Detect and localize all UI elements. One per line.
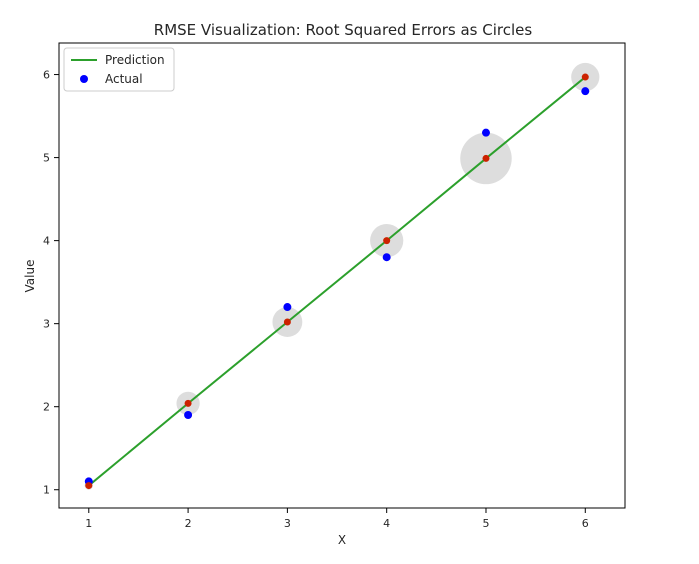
y-tick-label: 3	[43, 318, 50, 331]
x-tick-label: 5	[482, 517, 489, 530]
predicted-point	[184, 399, 192, 407]
predicted-point	[283, 318, 291, 326]
x-tick-label: 6	[582, 517, 589, 530]
x-tick-label: 3	[284, 517, 291, 530]
y-tick-label: 5	[43, 152, 50, 165]
prediction-line	[88, 76, 586, 487]
plot-frame	[58, 42, 626, 509]
data-points	[84, 73, 590, 490]
y-axis-ticks: 1 2 3 4 5 6	[43, 69, 59, 497]
x-axis-ticks: 1 2 3 4 5 6	[85, 508, 589, 530]
actual-point	[184, 411, 193, 419]
predicted-point	[581, 73, 589, 81]
x-tick-label: 1	[85, 517, 92, 530]
actual-point	[283, 303, 292, 312]
y-tick-label: 2	[43, 401, 50, 414]
actual-point	[382, 253, 391, 262]
x-axis-label: X	[338, 533, 346, 547]
prediction-line-layer	[88, 76, 586, 487]
predicted-point	[383, 237, 391, 245]
actual-point	[481, 128, 490, 137]
predicted-point	[85, 482, 93, 490]
y-tick-label: 4	[43, 235, 50, 248]
legend-actual-swatch	[80, 75, 88, 83]
y-tick-label: 1	[43, 484, 50, 497]
y-axis-label: Value	[23, 260, 37, 293]
legend: Prediction Actual	[63, 47, 175, 92]
actual-point	[581, 87, 590, 96]
x-tick-label: 4	[383, 517, 390, 530]
chart-title: RMSE Visualization: Root Squared Errors …	[154, 21, 533, 39]
legend-actual-label: Actual	[105, 72, 143, 86]
y-tick-label: 6	[43, 69, 50, 82]
x-tick-label: 2	[185, 517, 192, 530]
legend-prediction-label: Prediction	[105, 53, 165, 67]
predicted-point	[482, 154, 490, 162]
legend-box	[63, 47, 175, 92]
